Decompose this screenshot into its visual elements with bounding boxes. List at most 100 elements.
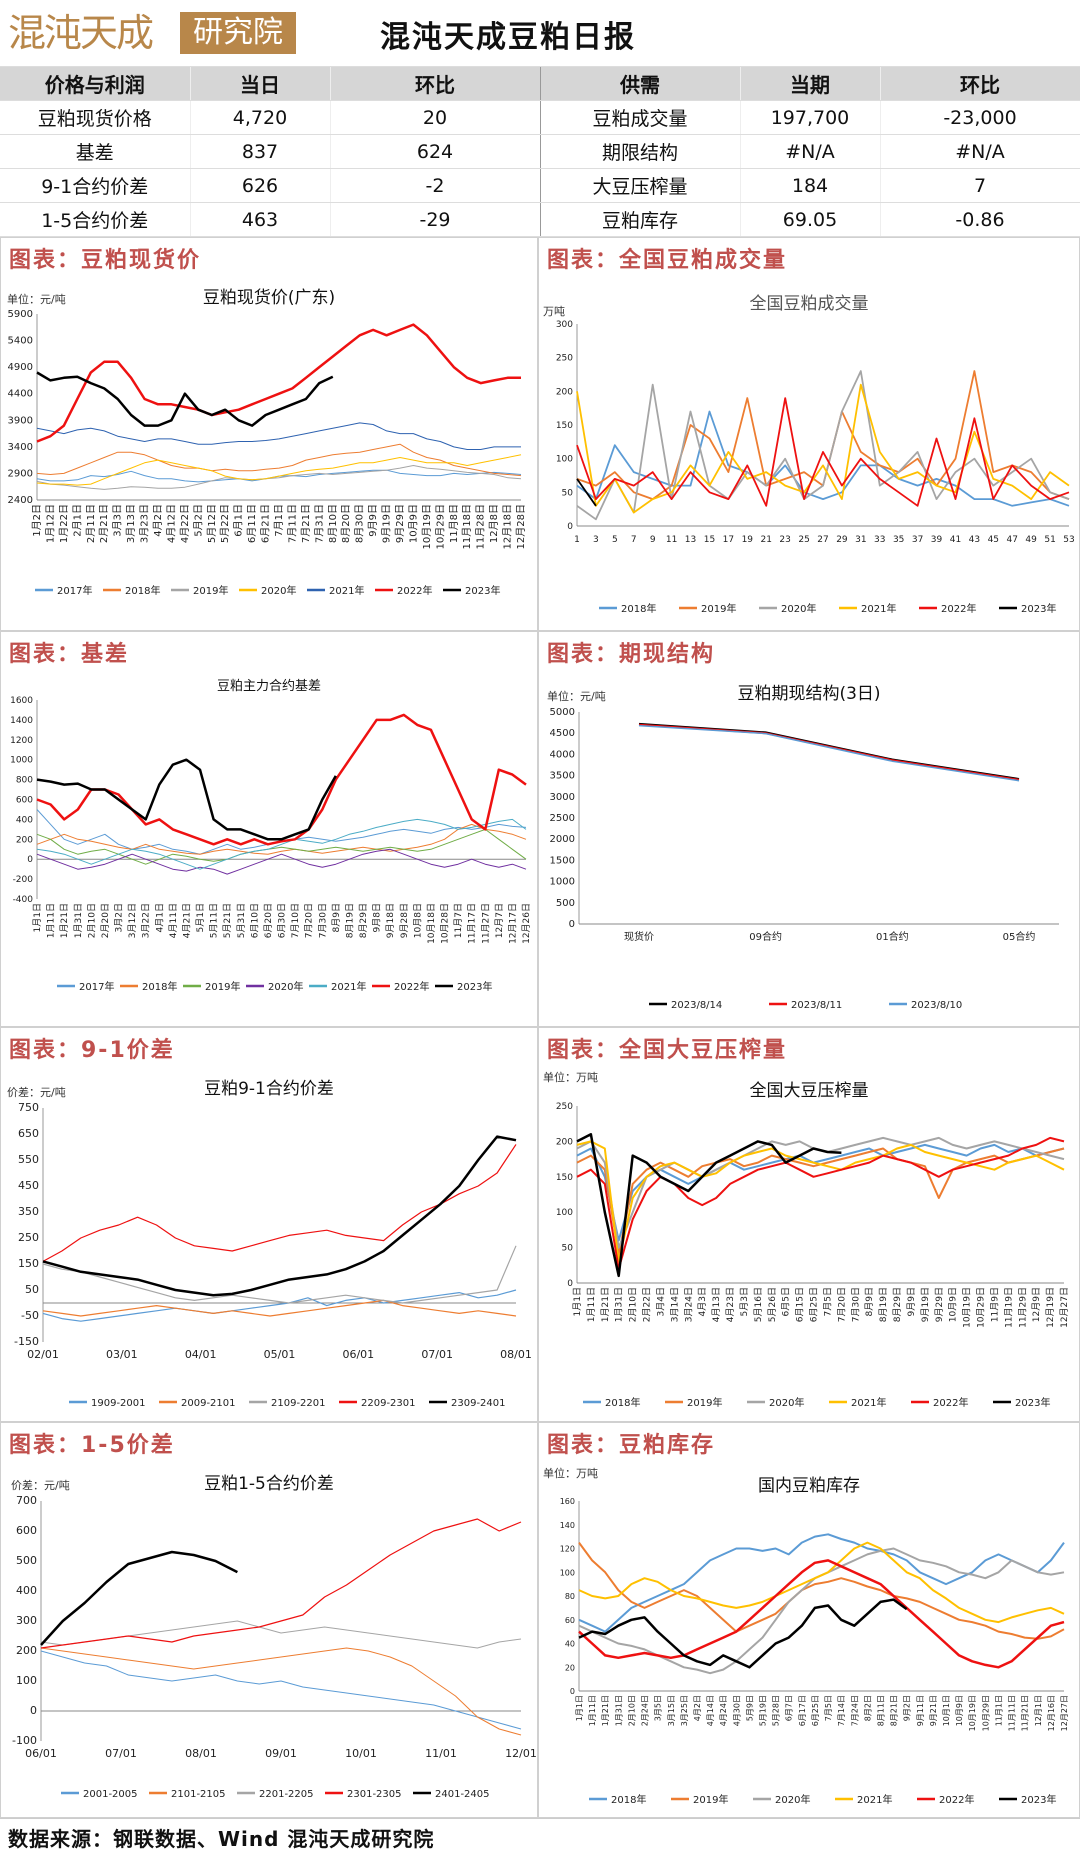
x-tick-label: 10月8日 bbox=[412, 903, 423, 938]
x-tick-label: 5月1日 bbox=[195, 903, 206, 932]
x-tick-label: 1月31日 bbox=[614, 1287, 625, 1322]
panel-spot-price: 图表：豆粕现货价 豆粕现货价(广东) 单位：元/吨 2400 2900 3400 39… bbox=[0, 237, 538, 631]
logo: 混沌天成 研究院 bbox=[8, 8, 298, 58]
table-cell: 基差 bbox=[0, 134, 191, 169]
y-tick-label: 100 bbox=[556, 455, 573, 465]
x-tick-label: 11/01 bbox=[425, 1747, 457, 1760]
x-tick-label: 3月24日 bbox=[683, 1287, 694, 1322]
legend-label: 2022年 bbox=[933, 1396, 968, 1409]
legend-label: 2209-2301 bbox=[361, 1398, 416, 1409]
x-tick-label: 5月16日 bbox=[753, 1287, 764, 1322]
legend-label: 2020年 bbox=[781, 602, 816, 615]
x-tick-label: 2月20日 bbox=[100, 903, 111, 938]
x-tick-label: 9月28日 bbox=[399, 903, 410, 938]
x-tick-label: 3月14日 bbox=[669, 1287, 680, 1322]
table-row: 基差 837 624 期限结构 #N/A #N/A bbox=[0, 134, 1080, 169]
y-tick-label: 0 bbox=[30, 1704, 37, 1717]
legend-label: 2022年 bbox=[939, 1793, 974, 1806]
x-tick-label: 21 bbox=[761, 535, 772, 545]
logo-badge: 研究院 bbox=[180, 12, 296, 54]
legend-label: 2021年 bbox=[329, 584, 364, 597]
x-tick-label: 4月22日 bbox=[179, 504, 191, 543]
x-tick-label: 49 bbox=[1025, 535, 1037, 545]
chart-unit: 单位：万吨 bbox=[543, 1467, 598, 1480]
legend-label: 2018年 bbox=[611, 1793, 646, 1806]
y-tick-label: 2500 bbox=[550, 813, 575, 824]
table-cell: 624 bbox=[330, 134, 541, 169]
x-tick-label: 4月2日 bbox=[152, 504, 164, 537]
table-cell: 463 bbox=[190, 202, 331, 237]
series-line bbox=[40, 1518, 522, 1649]
x-tick-label: 7月20日 bbox=[836, 1287, 847, 1322]
x-tick-label: 10月29日 bbox=[976, 1287, 987, 1328]
chart-inventory: 0 20 40 60 80 100 120 140 160 1月1日 1月11日 1月21日 1月31日… bbox=[560, 1497, 1069, 1806]
legend-label: 2019年 bbox=[701, 602, 736, 615]
x-tick-label: 23 bbox=[779, 535, 790, 545]
panel-label: 图表：全国豆粕成交量 bbox=[547, 248, 788, 273]
y-tick-label: 600 bbox=[16, 1524, 37, 1537]
table-cell: 9-1合约价差 bbox=[0, 168, 191, 203]
series-line bbox=[40, 1647, 522, 1736]
table-cell: -0.86 bbox=[880, 202, 1080, 237]
x-tick-label: 08/01 bbox=[500, 1348, 532, 1361]
series-line bbox=[42, 1245, 517, 1304]
x-tick-label: 12月16日 bbox=[1047, 1695, 1056, 1731]
x-tick-label: 11月7日 bbox=[453, 903, 464, 938]
y-tick-label: 2900 bbox=[8, 468, 33, 479]
legend-label: 2023年 bbox=[1021, 1793, 1056, 1806]
x-tick-label: 31 bbox=[855, 535, 866, 545]
y-tick-label: 200 bbox=[16, 1644, 37, 1657]
x-tick-label: 3月25日 bbox=[680, 1695, 689, 1726]
x-tick-label: 5月11日 bbox=[209, 903, 220, 938]
x-tick-label: 3月22日 bbox=[141, 903, 152, 938]
chart-unit: 单位：元/吨 bbox=[7, 293, 66, 306]
y-tick-label: 80 bbox=[565, 1592, 575, 1601]
x-tick-label: 6月11日 bbox=[246, 504, 258, 543]
x-tick-label: 8月19日 bbox=[344, 903, 355, 938]
x-tick-label: 06/01 bbox=[342, 1348, 374, 1361]
x-tick-label: 53 bbox=[1063, 535, 1074, 545]
series-line bbox=[576, 478, 597, 507]
chart-unit: 单位：万吨 bbox=[543, 1071, 598, 1084]
y-tick-label: 0 bbox=[570, 1687, 575, 1696]
legend-label: 2301-2305 bbox=[347, 1789, 402, 1800]
table-cell: 7 bbox=[880, 168, 1080, 203]
x-tick-label: 07/01 bbox=[421, 1348, 453, 1361]
x-tick-label: 41 bbox=[950, 535, 961, 545]
y-tick-label: 5900 bbox=[8, 309, 33, 320]
axis-group: 0 500 1000 1500 2000 2500 3000 3500 4000 4500 5000… bbox=[550, 707, 1059, 943]
x-tick-label: 12月7日 bbox=[494, 903, 505, 938]
legend-label: 2023/8/14 bbox=[671, 1000, 722, 1011]
x-tick-label: 8月10日 bbox=[327, 504, 339, 543]
series-line bbox=[576, 370, 1070, 521]
y-tick-label: 2000 bbox=[550, 834, 575, 845]
legend-label: 2017年 bbox=[79, 980, 114, 993]
legend-label: 2018年 bbox=[605, 1396, 640, 1409]
x-tick-label: 8月2日 bbox=[863, 1695, 872, 1721]
legend-label: 2019年 bbox=[693, 1793, 728, 1806]
x-tick-label: 7月5日 bbox=[824, 1695, 833, 1721]
panel-spread-15: 图表：1-5价差 豆粕1-5合约价差 价差：元/吨 -100 0 100 200 300… bbox=[0, 1422, 538, 1818]
x-tick-label: 09合约 bbox=[749, 930, 782, 943]
chart-title: 全国豆粕成交量 bbox=[749, 294, 869, 314]
table-cell: 197,700 bbox=[740, 100, 881, 135]
x-tick-label: 4月14日 bbox=[706, 1695, 715, 1726]
chart-title: 豆粕期现结构(3日) bbox=[737, 684, 881, 704]
x-tick-label: 现货价 bbox=[624, 930, 654, 943]
legend-label: 2023/8/10 bbox=[911, 1000, 962, 1011]
y-tick-label: 0 bbox=[27, 855, 33, 865]
chart-spread-15: -100 0 100 200 300 400 500 600 700 06/01 07/01 08/0… bbox=[12, 1494, 537, 1800]
table-cell: 626 bbox=[190, 168, 331, 203]
x-tick-label: 9月9日 bbox=[906, 1287, 917, 1316]
x-tick-label: 1月31日 bbox=[73, 903, 84, 938]
legend-label: 2023年 bbox=[1015, 1396, 1050, 1409]
header-cell: 环比 bbox=[330, 67, 541, 101]
table-cell: 69.05 bbox=[740, 202, 881, 237]
x-tick-label: 4月3日 bbox=[697, 1287, 708, 1316]
legend-label: 2023年 bbox=[1021, 602, 1056, 615]
x-tick-label: 19 bbox=[742, 535, 754, 545]
y-tick-label: -200 bbox=[13, 875, 34, 885]
table-row: 豆粕现货价格 4,720 20 豆粕成交量 197,700 -23,000 bbox=[0, 100, 1080, 135]
y-tick-label: 150 bbox=[18, 1257, 39, 1270]
series-line bbox=[576, 1140, 1065, 1263]
